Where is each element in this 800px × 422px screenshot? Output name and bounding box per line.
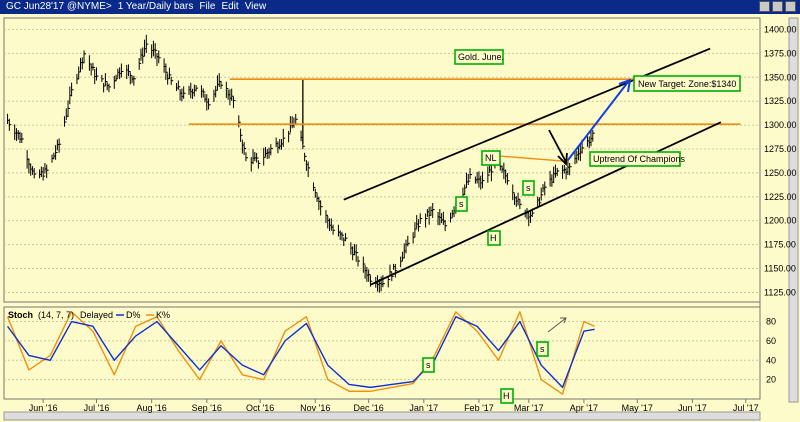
price-tick-label: 1325.00 — [764, 96, 797, 106]
stoch-title: Stoch — [8, 310, 33, 320]
x-tick-label: Aug '16 — [137, 403, 167, 413]
svg-text:Uptrend Of Champions: Uptrend Of Champions — [593, 154, 686, 164]
title-annotation: Gold. June. — [454, 49, 504, 65]
price-tick-label: 1125.00 — [764, 287, 796, 297]
menu-edit[interactable]: Edit — [221, 1, 239, 12]
uptrend-annotation: Uptrend Of Champions — [589, 151, 686, 167]
svg-text:H: H — [503, 391, 510, 401]
price-tick-label: 1225.00 — [764, 192, 797, 202]
svg-text:s: s — [540, 344, 545, 354]
stoch-up-arrow — [547, 317, 567, 333]
x-tick-label: Oct '16 — [246, 403, 274, 413]
svg-text:NL: NL — [485, 153, 497, 163]
price-tick-label: 1275.00 — [764, 144, 797, 154]
svg-text:s: s — [459, 199, 464, 209]
minimize-icon[interactable] — [759, 1, 770, 12]
neckline-label: NL — [481, 150, 501, 166]
x-tick-label: Dec '16 — [354, 403, 384, 413]
symbol-title: GC Jun28'17 @NYME> — [6, 1, 112, 12]
x-tick-label: Feb '17 — [464, 403, 494, 413]
target-annotation: New Target: Zone:$1340 — [633, 75, 741, 92]
stoch-mode[interactable]: Delayed — [80, 310, 113, 320]
svg-text:Gold. June.: Gold. June. — [458, 52, 504, 62]
stoch-legend-k: K% — [156, 310, 170, 320]
menu-file[interactable]: File — [199, 1, 216, 12]
stoch-up-arrow-head — [560, 317, 567, 324]
up-arrow — [567, 81, 629, 161]
price-tick-label: 1300.00 — [764, 120, 797, 130]
stoch-shoulder-label-left: s — [422, 357, 435, 373]
menu-view[interactable]: View — [244, 1, 267, 12]
price-tick-label: 1175.00 — [764, 240, 796, 250]
x-tick-label: Jun '16 — [29, 403, 58, 413]
maximize-icon[interactable] — [772, 1, 783, 12]
x-tick-label: Jun '17 — [678, 403, 707, 413]
head-label: H — [487, 230, 501, 246]
x-tick-label: Jan '17 — [409, 403, 438, 413]
period-selector[interactable]: 1 Year/Daily bars — [117, 1, 194, 12]
price-tick-label: 1150.00 — [764, 264, 796, 274]
svg-text:New Target: Zone:$1340: New Target: Zone:$1340 — [638, 79, 736, 89]
channel-upper-line — [343, 47, 711, 201]
stoch-tick-label: 20 — [766, 375, 776, 385]
price-tick-label: 1375.00 — [764, 48, 797, 58]
stoch-tick-label: 80 — [766, 317, 776, 327]
shoulder-label-right: s — [522, 180, 535, 196]
x-tick-label: May '17 — [622, 403, 653, 413]
horizontal-scrollbar[interactable] — [3, 411, 761, 421]
stoch-series-k — [6, 311, 595, 395]
svg-text:H: H — [490, 233, 497, 243]
down-arrow-head — [557, 152, 568, 166]
svg-text:s: s — [526, 183, 531, 193]
x-tick-label: Apr '17 — [570, 403, 598, 413]
price-tick-label: 1400.00 — [764, 24, 797, 34]
x-tick-label: Sep '16 — [192, 403, 222, 413]
shoulder-label-left: s — [455, 196, 468, 212]
x-tick-label: Jul '17 — [733, 403, 759, 413]
stoch-tick-label: 40 — [766, 355, 776, 365]
stoch-head-label: H — [500, 388, 514, 404]
title-bar: GC Jun28'17 @NYME> 1 Year/Daily bars Fil… — [0, 0, 800, 14]
price-tick-label: 1200.00 — [764, 216, 797, 226]
x-tick-label: Jul '16 — [84, 403, 110, 413]
stoch-legend-d: D% — [126, 310, 141, 320]
neckline — [494, 154, 568, 163]
price-tick-label: 1350.00 — [764, 72, 797, 82]
stoch-tick-label: 60 — [766, 336, 776, 346]
vertical-scrollbar[interactable] — [788, 17, 799, 403]
svg-text:s: s — [426, 360, 431, 370]
down-arrow — [548, 129, 567, 163]
x-tick-label: Nov '16 — [300, 403, 330, 413]
stoch-params: (14, 7, 7) — [38, 310, 74, 320]
price-tick-label: 1250.00 — [764, 168, 797, 178]
stoch-shoulder-label-right: s — [536, 341, 549, 357]
channel-lower-line — [370, 121, 722, 286]
x-tick-label: Mar '17 — [514, 403, 544, 413]
close-icon[interactable] — [785, 1, 796, 12]
stoch-series-d — [6, 315, 595, 389]
up-arrow-head — [618, 78, 632, 93]
